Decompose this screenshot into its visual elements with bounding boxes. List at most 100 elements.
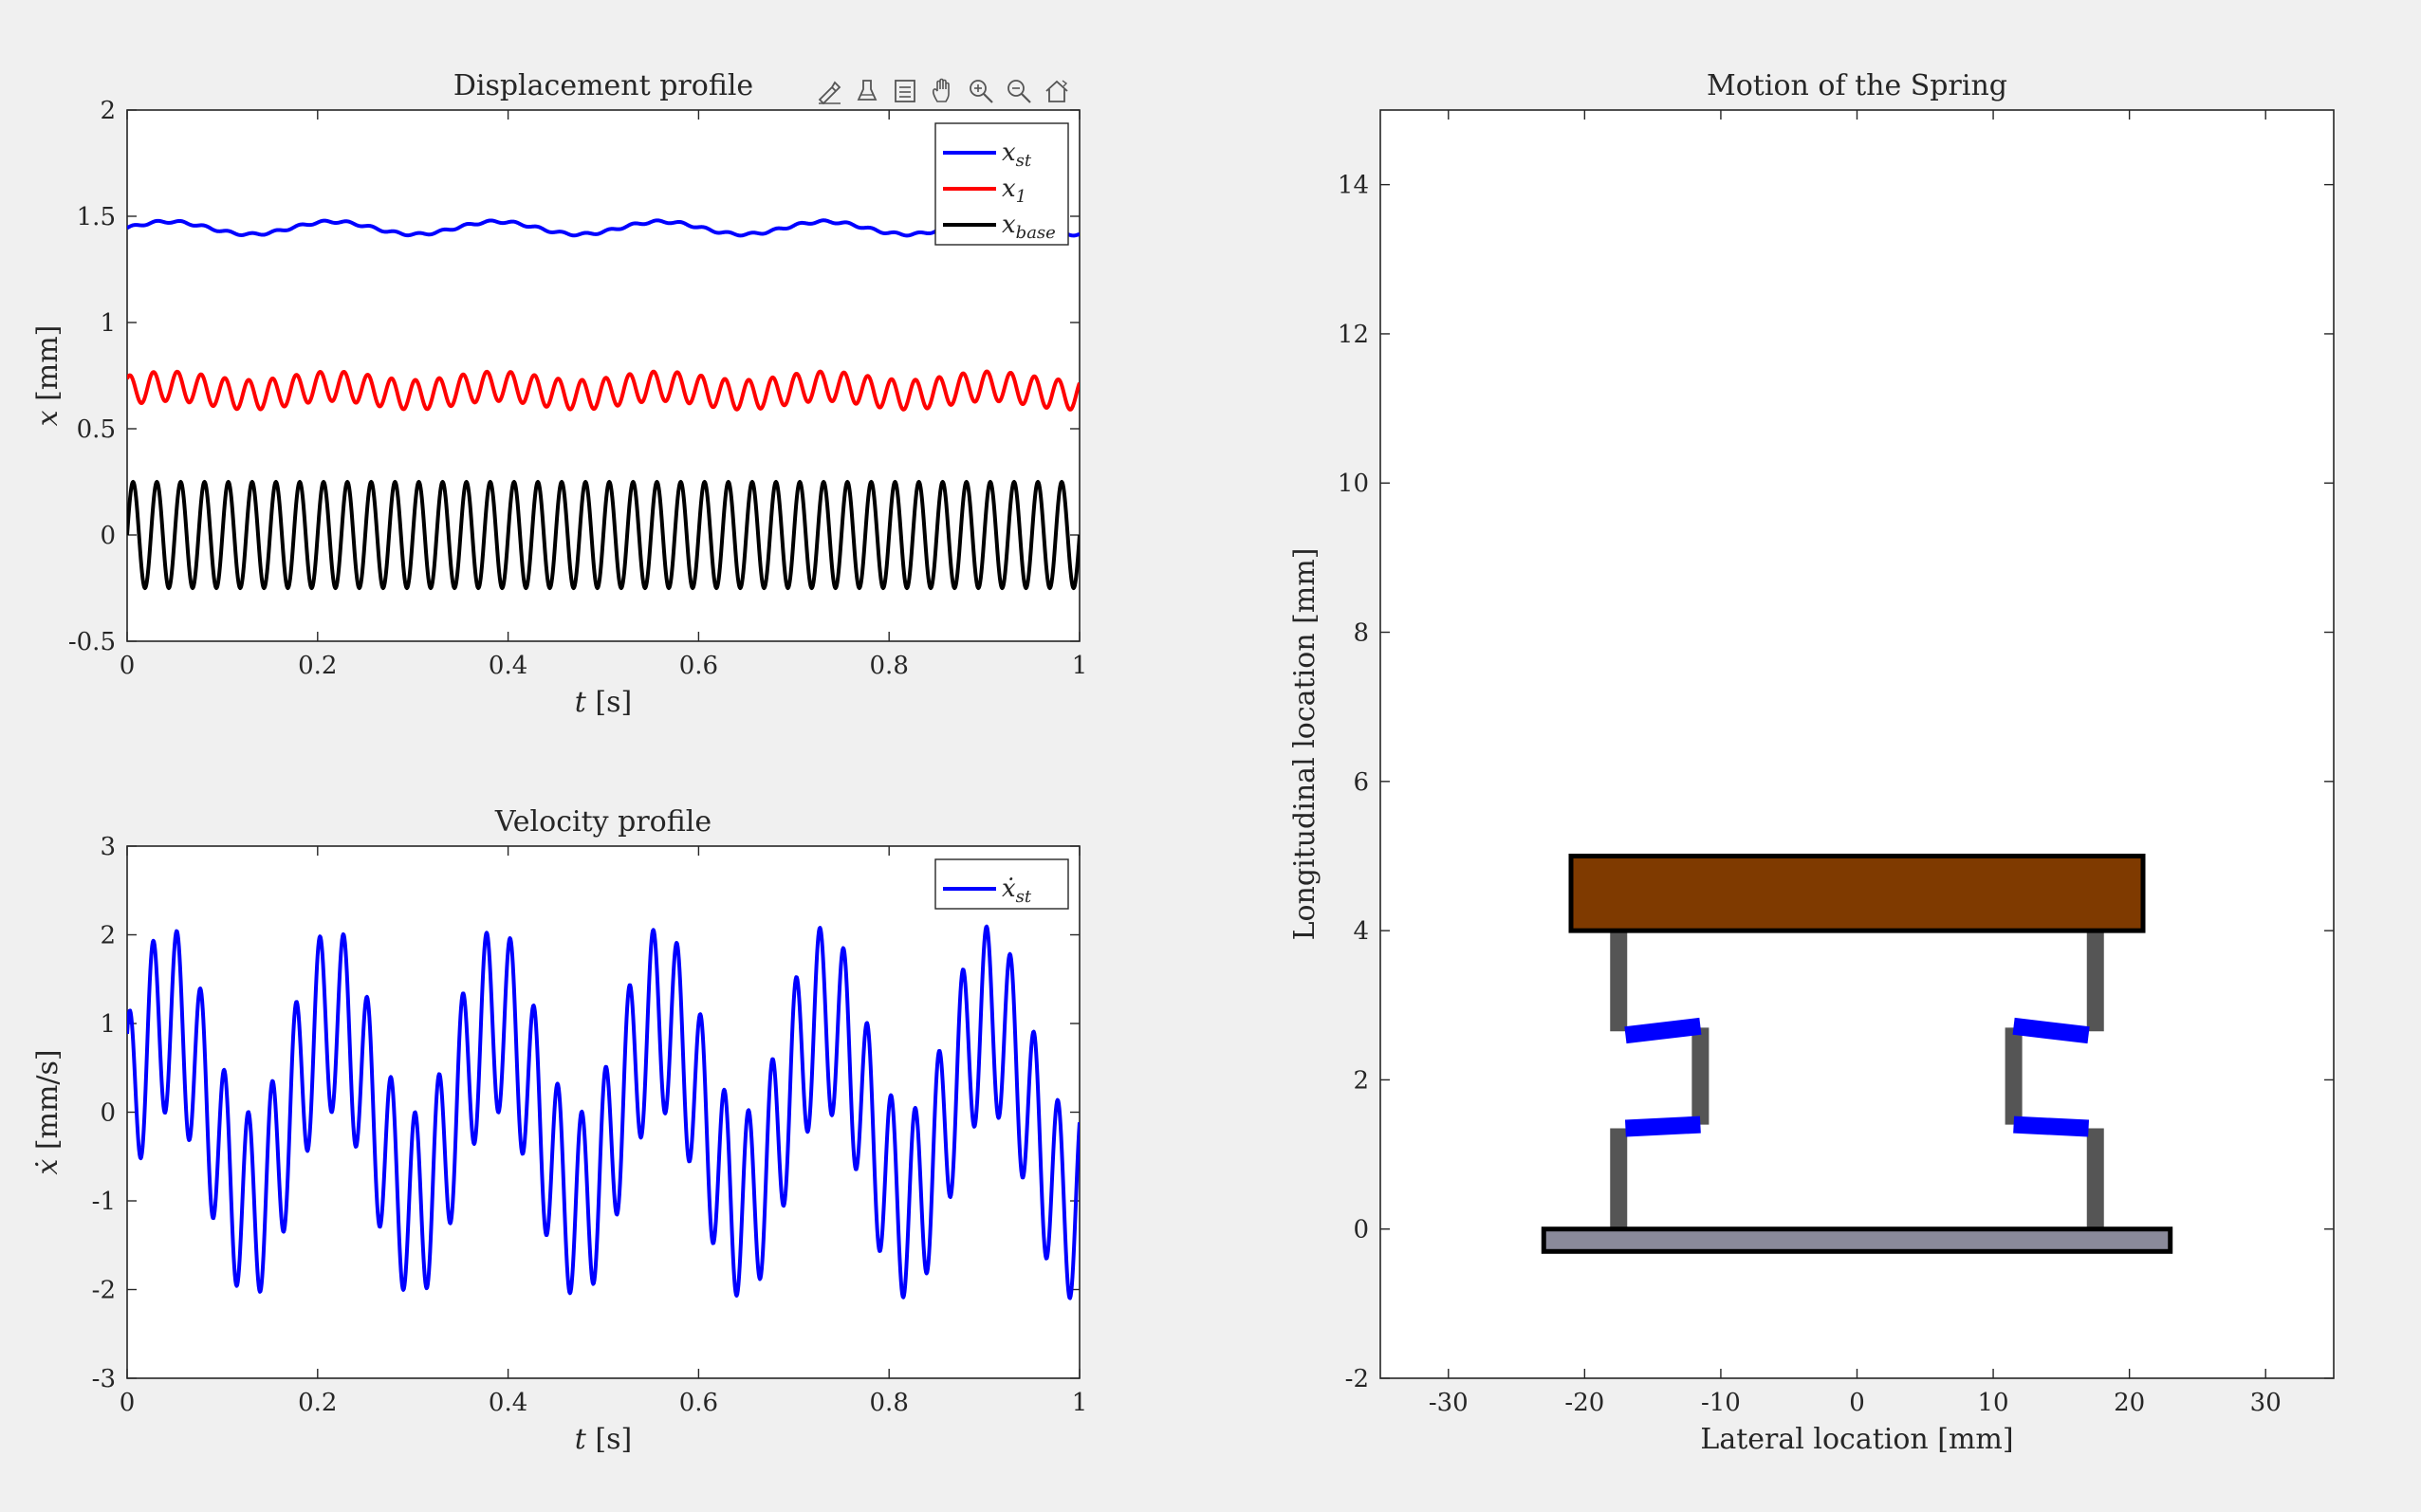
x-axis-label: t [s] — [575, 686, 632, 719]
brush-icon — [818, 81, 841, 105]
x-tick-label: 0.6 — [679, 652, 718, 680]
pan-icon — [932, 78, 950, 102]
x-tick-label: 10 — [1978, 1389, 2009, 1417]
spring-coil — [2013, 1116, 2090, 1137]
legend-entry-sub: base — [1016, 223, 1056, 243]
y-axis-label-var: x — [31, 410, 65, 426]
y-axis-label: ẋ [mm/s] — [31, 1049, 65, 1174]
y-tick-label: -1 — [92, 1188, 116, 1216]
x-tick-label: 0.8 — [870, 652, 909, 680]
y-tick-label: 0 — [1353, 1216, 1369, 1245]
legend-entry-base: ẋ — [1002, 875, 1016, 903]
chart-title: Motion of the Spring — [1707, 69, 2007, 102]
legend-entry-base: x — [1002, 175, 1016, 203]
spring-coil — [1624, 1017, 1702, 1044]
chart-title: Displacement profile — [453, 69, 753, 102]
y-axis-label-unit: [mm/s] — [31, 1049, 65, 1158]
x-axis-label: t [s] — [575, 1423, 632, 1456]
chart-title: Velocity profile — [494, 805, 712, 839]
x-tick-label: 0 — [1849, 1389, 1865, 1417]
legend-button[interactable] — [888, 74, 922, 108]
legend-entry-sub: st — [1016, 887, 1032, 907]
y-tick-label: 0 — [100, 1099, 116, 1128]
mass-block — [1568, 853, 2146, 933]
x-tick-label: 0.4 — [489, 1389, 527, 1417]
legend-box — [934, 858, 1069, 910]
legend[interactable]: ẋst — [934, 858, 1069, 910]
base-plate — [1541, 1226, 2173, 1254]
y-tick-label: 8 — [1353, 619, 1369, 648]
x-tick-label: 0 — [120, 652, 136, 680]
legend-entry-sub: st — [1016, 151, 1032, 171]
y-axis-label-unit: [mm] — [31, 325, 65, 411]
axes-1: 0 0.2 0.4 0.6 0.8 1-0.500.511.52Displacement … — [31, 69, 1087, 719]
data-tips-icon — [857, 80, 878, 101]
x-tick-label: 0.4 — [489, 652, 527, 680]
y-tick-label: 2 — [100, 922, 116, 950]
y-tick-label: 3 — [100, 833, 116, 861]
x-tick-label: 30 — [2250, 1389, 2282, 1417]
legend-icon — [895, 80, 915, 102]
x-axis-label-var: t — [575, 686, 587, 719]
x-tick-label: 0.6 — [679, 1389, 718, 1417]
axes-2: 0 0.2 0.4 0.6 0.8 1 -3 -2 -1 0 1 2 3 Velocity profile… — [31, 805, 1087, 1456]
series-line-x-st — [127, 218, 1080, 238]
y-tick-label: 2 — [100, 97, 116, 125]
y-tick-label: 1.5 — [77, 203, 116, 231]
x-tick-label: 1 — [1072, 1389, 1088, 1417]
x-tick-label: 0.2 — [298, 1389, 337, 1417]
home-icon — [1045, 80, 1068, 102]
home-button[interactable] — [1040, 74, 1074, 108]
plot-area — [1379, 109, 2335, 1379]
x-tick-label: -20 — [1564, 1389, 1604, 1417]
y-axis-label: x [mm] — [31, 325, 65, 427]
y-tick-label: 1 — [100, 309, 116, 338]
y-tick-label: 1 — [100, 1010, 116, 1039]
spring-coil — [1624, 1116, 1701, 1137]
legend-entry: ẋst — [1002, 875, 1032, 907]
y-tick-label: -2 — [1345, 1365, 1369, 1393]
x-tick-label: -30 — [1429, 1389, 1469, 1417]
y-tick-label: 12 — [1338, 321, 1369, 349]
x-axis-label-unit: [s] — [586, 1423, 632, 1456]
x-axis-label-unit: [s] — [586, 686, 632, 719]
legend-entry-base: x — [1002, 138, 1016, 167]
series-line-x-1 — [127, 369, 1080, 412]
y-tick-label: -0.5 — [68, 628, 116, 656]
series-line-ẋ-st — [127, 924, 1080, 1300]
legend-entry-base: x — [1002, 211, 1016, 239]
legend-entry: xst — [1002, 138, 1032, 171]
legend-entry-sub: 1 — [1016, 187, 1026, 207]
axes-toolbar — [812, 74, 1074, 108]
series-line-x-base — [127, 480, 1080, 590]
y-tick-label: -3 — [92, 1365, 116, 1393]
x-tick-label: 1 — [1072, 652, 1088, 680]
y-tick-label: 0 — [100, 522, 116, 550]
data-tips-button[interactable] — [850, 74, 884, 108]
zoom-out-button[interactable] — [1002, 74, 1036, 108]
y-tick-label: 0.5 — [77, 415, 116, 444]
brush-button[interactable] — [812, 74, 846, 108]
x-tick-label: 0.2 — [298, 652, 337, 680]
x-tick-label: 0 — [120, 1389, 136, 1417]
y-tick-label: 4 — [1353, 917, 1369, 946]
y-axis-label-var: ẋ — [31, 1159, 65, 1175]
zoom-in-icon — [970, 80, 993, 103]
x-tick-label: 20 — [2114, 1389, 2145, 1417]
zoom-in-button[interactable] — [964, 74, 998, 108]
y-axis-label: Longitudinal location [mm] — [1288, 548, 1321, 941]
x-axis-label-var: t — [575, 1423, 587, 1456]
legend-entry: xbase — [1002, 211, 1056, 243]
x-axis-label: Lateral location [mm] — [1700, 1423, 2013, 1456]
zoom-out-icon — [1007, 80, 1031, 103]
spring-coil — [2012, 1017, 2090, 1044]
x-tick-label: 0.8 — [870, 1389, 909, 1417]
y-tick-label: -2 — [92, 1277, 116, 1305]
pan-button[interactable] — [926, 74, 960, 108]
x-tick-label: -10 — [1701, 1389, 1741, 1417]
y-tick-label: 14 — [1338, 172, 1369, 200]
